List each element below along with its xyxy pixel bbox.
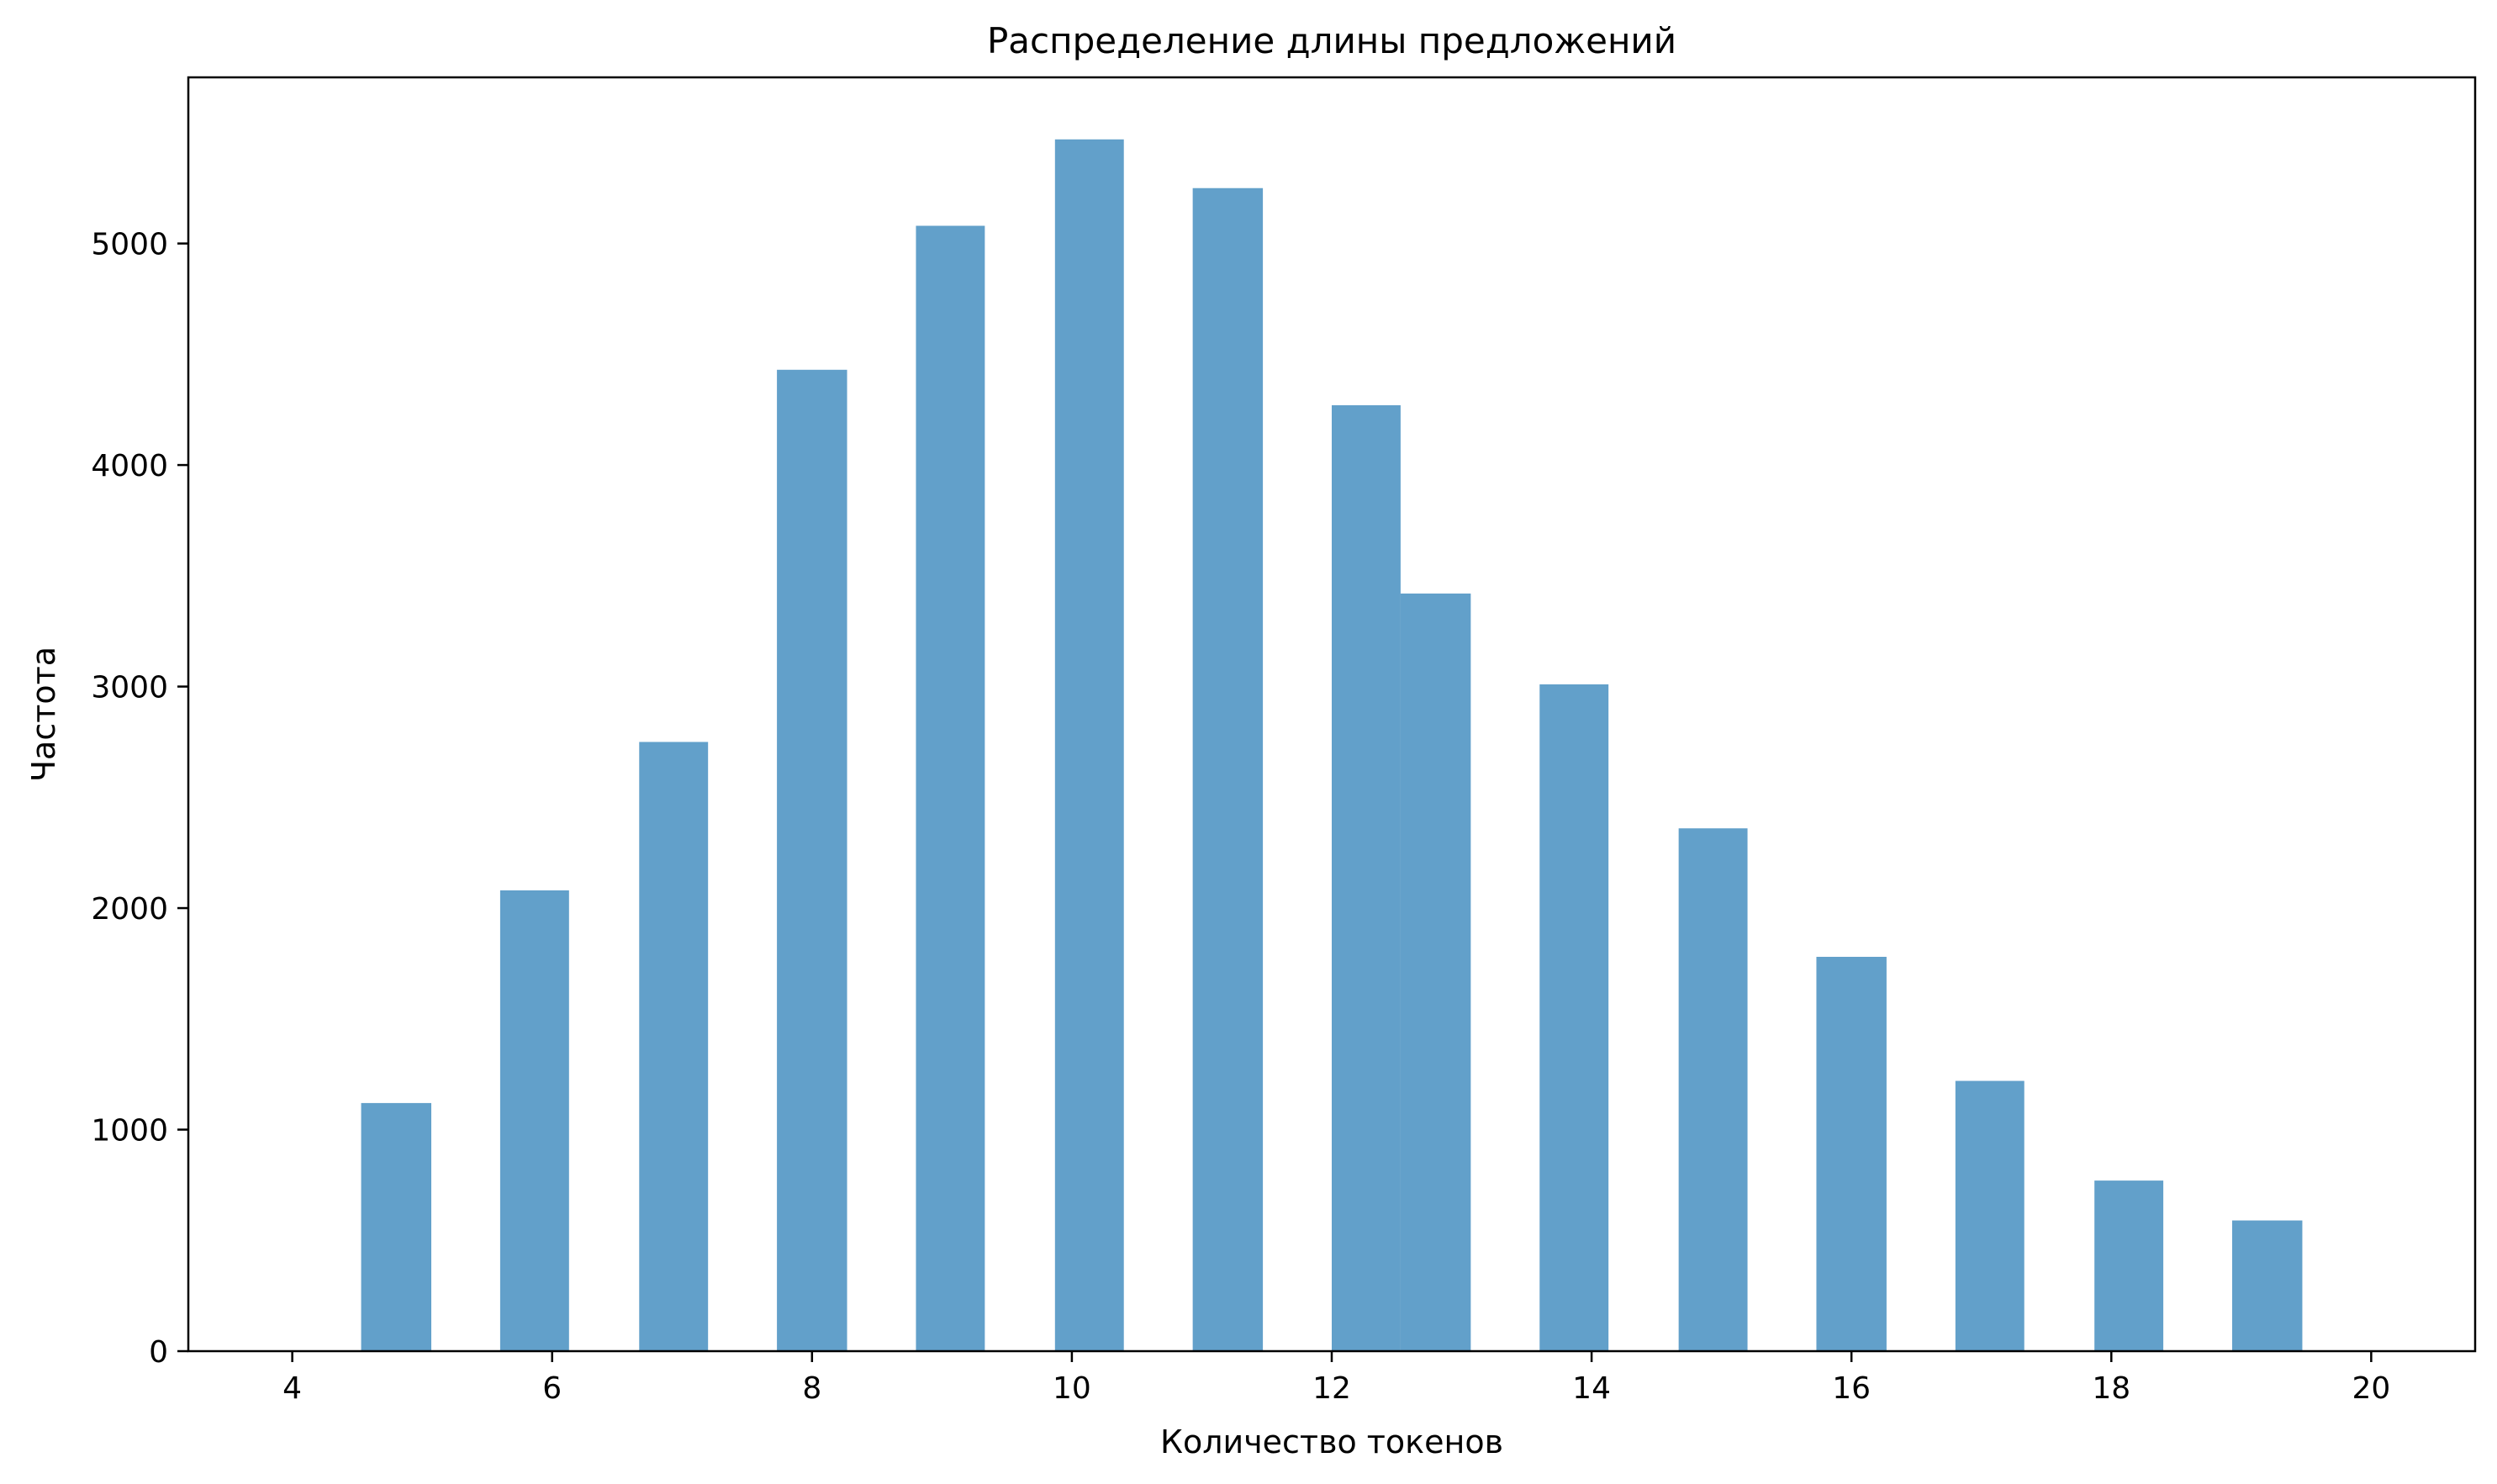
x-tick-label: 8 — [802, 1371, 821, 1406]
x-axis-label: Количество токенов — [1160, 1423, 1503, 1460]
y-axis-ticks: 0 1000 2000 3000 4000 5000 — [91, 228, 188, 1370]
x-tick-label: 4 — [282, 1371, 302, 1406]
chart-title: Распределение длины предложений — [987, 20, 1676, 61]
histogram-bar — [777, 369, 847, 1352]
x-axis-ticks: 4 6 8 10 12 14 16 18 20 — [282, 1351, 2390, 1406]
y-tick-label: 1000 — [91, 1114, 168, 1149]
histogram-bar — [2094, 1180, 2164, 1351]
histogram-bar — [639, 742, 709, 1351]
x-tick-label: 12 — [1312, 1371, 1351, 1406]
histogram-bar — [1955, 1080, 2025, 1351]
histogram-bar — [1678, 828, 1748, 1351]
y-axis-label: Частота — [25, 647, 62, 782]
histogram-bar — [2232, 1220, 2303, 1351]
x-tick-label: 10 — [1053, 1371, 1091, 1406]
bars-group — [361, 139, 2303, 1352]
y-tick-label: 2000 — [91, 892, 168, 927]
histogram-bar — [916, 225, 985, 1352]
histogram-bar — [499, 890, 569, 1351]
x-tick-label: 16 — [1832, 1371, 1871, 1406]
histogram-bar — [1192, 187, 1264, 1351]
x-tick-label: 20 — [2352, 1371, 2390, 1406]
histogram-bar — [1539, 684, 1609, 1351]
x-tick-label: 18 — [2092, 1371, 2130, 1406]
x-tick-label: 6 — [542, 1371, 562, 1406]
x-tick-label: 14 — [1572, 1371, 1611, 1406]
histogram-bar — [1400, 593, 1471, 1351]
histogram-bar — [1054, 139, 1124, 1351]
y-tick-label: 4000 — [91, 449, 168, 483]
histogram-bar — [361, 1102, 431, 1351]
histogram-bar — [1332, 404, 1401, 1352]
histogram-bar — [1816, 957, 1887, 1351]
y-tick-label: 3000 — [91, 671, 168, 705]
y-tick-label: 0 — [149, 1335, 168, 1370]
y-tick-label: 5000 — [91, 228, 168, 262]
